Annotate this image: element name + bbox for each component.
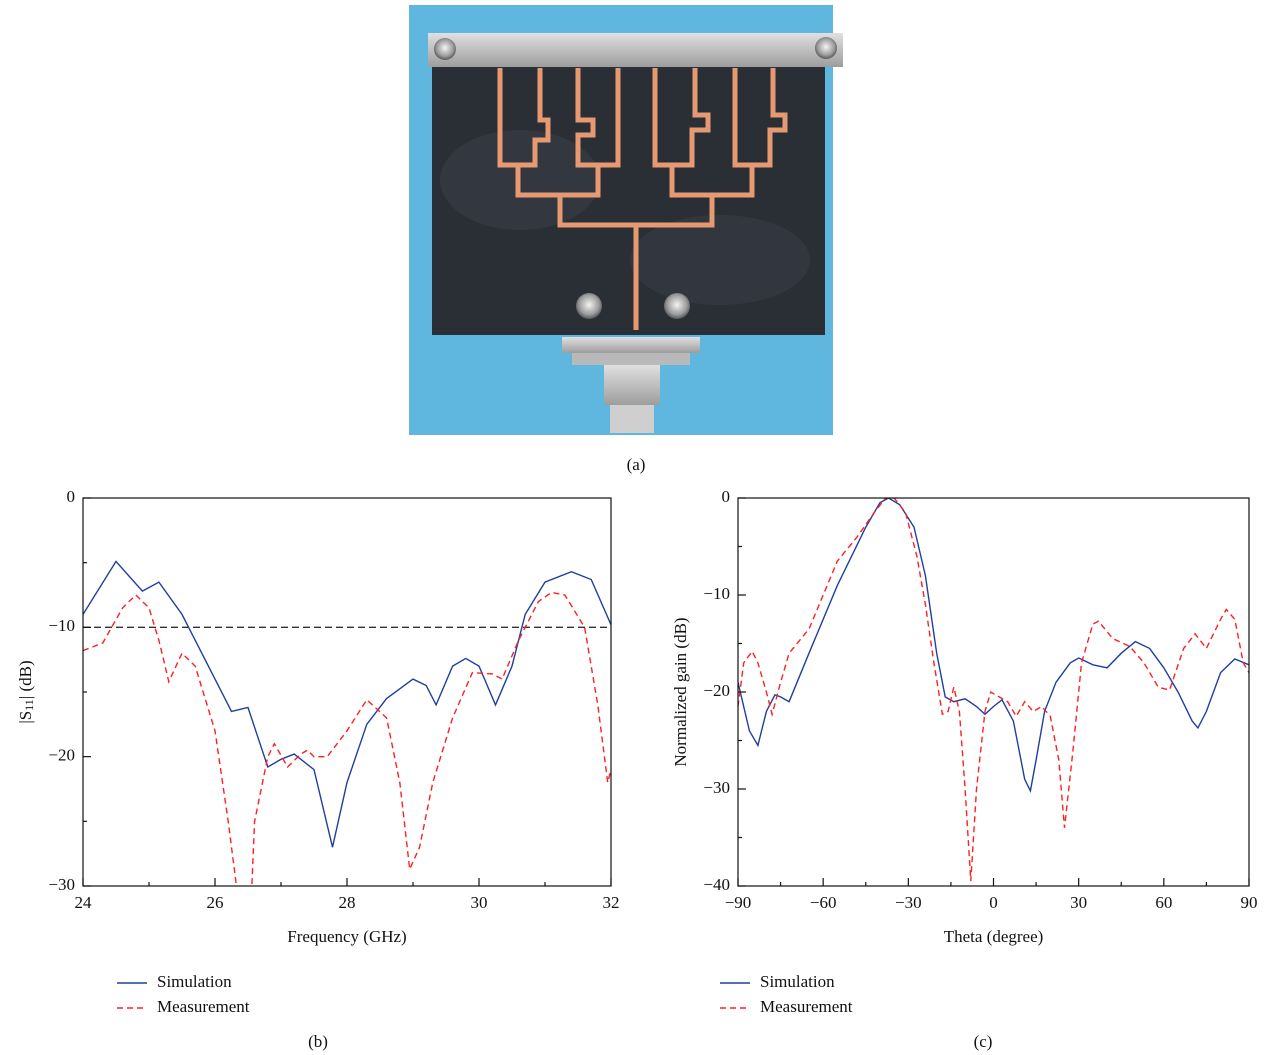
- series-line: [83, 560, 611, 848]
- x-tick-label: −30: [895, 893, 922, 912]
- y-tick-label: −30: [703, 778, 730, 797]
- legend-label: Simulation: [760, 972, 835, 991]
- plot-area: [738, 498, 1249, 882]
- y-axis-label-part: |S: [16, 711, 35, 724]
- x-tick-label: 24: [75, 893, 93, 912]
- y-tick-label: −20: [703, 681, 730, 700]
- caption: (c): [974, 1032, 993, 1051]
- legend-label: Simulation: [157, 972, 232, 991]
- y-axis-label: Normalized gain (dB): [671, 617, 690, 766]
- y-tick-label: 0: [722, 487, 731, 506]
- x-tick-label: 26: [207, 893, 224, 912]
- x-tick-label: −90: [725, 893, 752, 912]
- y-tick-label: −40: [703, 875, 730, 894]
- y-axis-label-part: Normalized gain (dB): [671, 617, 690, 766]
- x-tick-label: −60: [810, 893, 837, 912]
- y-tick-label: −30: [48, 875, 75, 894]
- x-tick-label: 30: [1070, 893, 1087, 912]
- x-axis-label: Theta (degree): [944, 927, 1044, 946]
- x-axis-label: Frequency (GHz): [287, 927, 406, 946]
- x-tick-label: 60: [1155, 893, 1172, 912]
- series-line: [738, 498, 1249, 882]
- y-axis-label-part: | (dB): [16, 660, 35, 699]
- y-tick-label: −10: [703, 584, 730, 603]
- y-tick-label: −20: [48, 746, 75, 765]
- x-tick-label: 28: [339, 893, 356, 912]
- caption: (b): [308, 1032, 328, 1051]
- y-tick-label: 0: [67, 487, 76, 506]
- x-tick-label: 90: [1241, 893, 1258, 912]
- y-axis-label: |S11| (dB): [16, 660, 36, 723]
- plot-frame: [82, 497, 612, 887]
- x-tick-label: 30: [471, 893, 488, 912]
- plot-frame: [737, 497, 1250, 887]
- legend-label: Measurement: [157, 997, 250, 1016]
- x-tick-label: 32: [603, 893, 620, 912]
- series-line: [738, 498, 1249, 794]
- legend-label: Measurement: [760, 997, 853, 1016]
- y-axis-label-part: 11: [22, 699, 36, 711]
- y-tick-label: −10: [48, 616, 75, 635]
- photo: [409, 5, 843, 435]
- caption: (a): [627, 455, 646, 474]
- series-line: [83, 591, 611, 886]
- plot-area: [83, 560, 611, 886]
- x-tick-label: 0: [989, 893, 998, 912]
